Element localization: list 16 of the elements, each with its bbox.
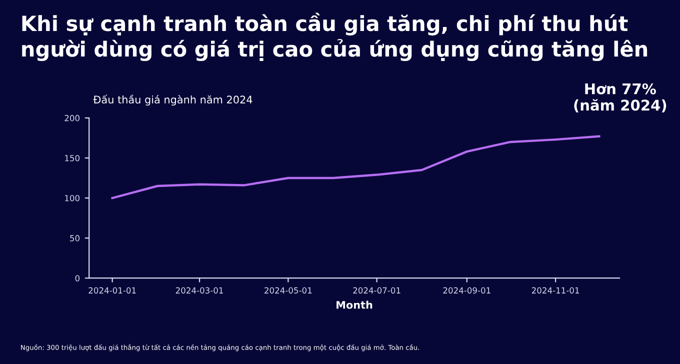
x-axis-title: Month — [336, 300, 372, 309]
x-tick-label: 2024-11-01 — [532, 287, 579, 294]
chart-subtitle: Đấu thầu giá ngành năm 2024 — [93, 94, 252, 106]
line-series — [111, 135, 600, 200]
y-tick-label: 200 — [64, 114, 80, 122]
x-tick-label: 2024-05-01 — [264, 287, 312, 294]
x-tick-label: 2024-01-01 — [88, 287, 136, 294]
y-tick-label: 50 — [70, 235, 80, 242]
x-tick-label: 2024-07-01 — [353, 287, 400, 294]
y-tick-label: 100 — [65, 194, 80, 202]
x-tick-label: 2024-09-01 — [443, 287, 490, 294]
x-tick-label: 2024-03-01 — [176, 287, 223, 294]
text: Hơn 77% (năm 2024) — [574, 83, 666, 112]
y-tick-label: 150 — [65, 154, 80, 162]
y-tick-label: 0 — [75, 275, 80, 282]
chart-title: Khi sự cạnh tranh toàn cầu gia tăng, chi phí thu hút người dùng có giá trị cao của ứng dụng cũng tăng lên — [22, 12, 648, 62]
